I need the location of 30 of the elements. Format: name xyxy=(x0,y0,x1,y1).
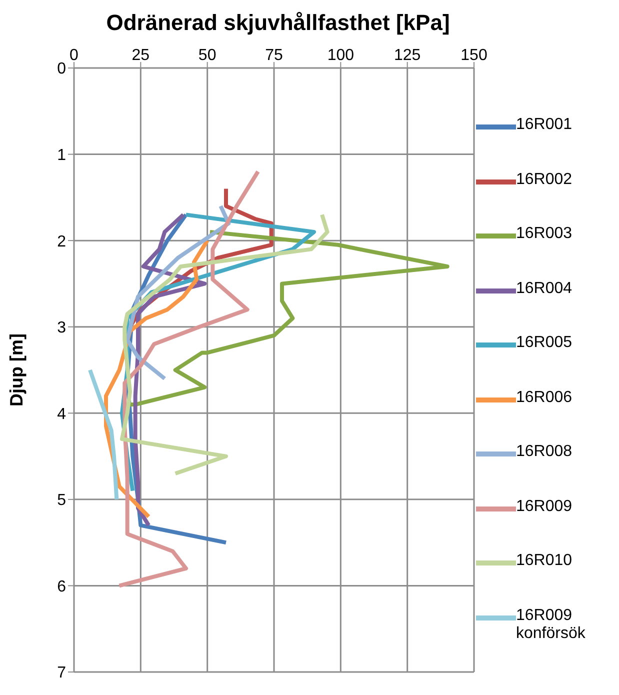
x-tick-label: 75 xyxy=(265,47,283,64)
y-tick-label: 3 xyxy=(57,320,66,337)
legend-label: 16R002 xyxy=(516,170,574,188)
y-tick-label: 6 xyxy=(57,578,66,596)
legend-label: 16R001 xyxy=(516,116,574,134)
y-tick-label: 4 xyxy=(57,406,66,423)
legend-label: 16R005 xyxy=(516,334,574,352)
x-tick-label: 50 xyxy=(198,47,216,64)
y-tick-label: 1 xyxy=(57,146,66,164)
y-tick-label: 0 xyxy=(57,60,66,78)
x-tick-label: 100 xyxy=(327,47,354,64)
y-axis-title: Djup [m] xyxy=(6,334,26,406)
x-tick-label: 125 xyxy=(394,47,421,64)
y-tick-label: 5 xyxy=(57,492,66,510)
legend-label: 16R008 xyxy=(516,443,574,461)
x-tick-label: 150 xyxy=(460,47,488,64)
x-tick-label: 25 xyxy=(132,47,150,64)
legend-label: 16R004 xyxy=(516,280,574,298)
chart-title: Odränerad skjuvhållfasthet [kPa] xyxy=(105,10,451,36)
legend-label: 16R009 xyxy=(516,498,574,516)
legend-label: 16R006 xyxy=(516,388,574,406)
x-tick-label: 0 xyxy=(70,47,79,64)
line-series xyxy=(88,368,119,502)
legend-label: 16R009 konförsök xyxy=(516,606,586,642)
line-series xyxy=(117,170,260,588)
legend-label: 16R010 xyxy=(516,552,574,570)
line-series xyxy=(125,204,231,381)
y-tick-label: 7 xyxy=(57,664,66,682)
legend-label: 16R003 xyxy=(516,225,574,243)
y-tick-label: 2 xyxy=(57,233,66,250)
